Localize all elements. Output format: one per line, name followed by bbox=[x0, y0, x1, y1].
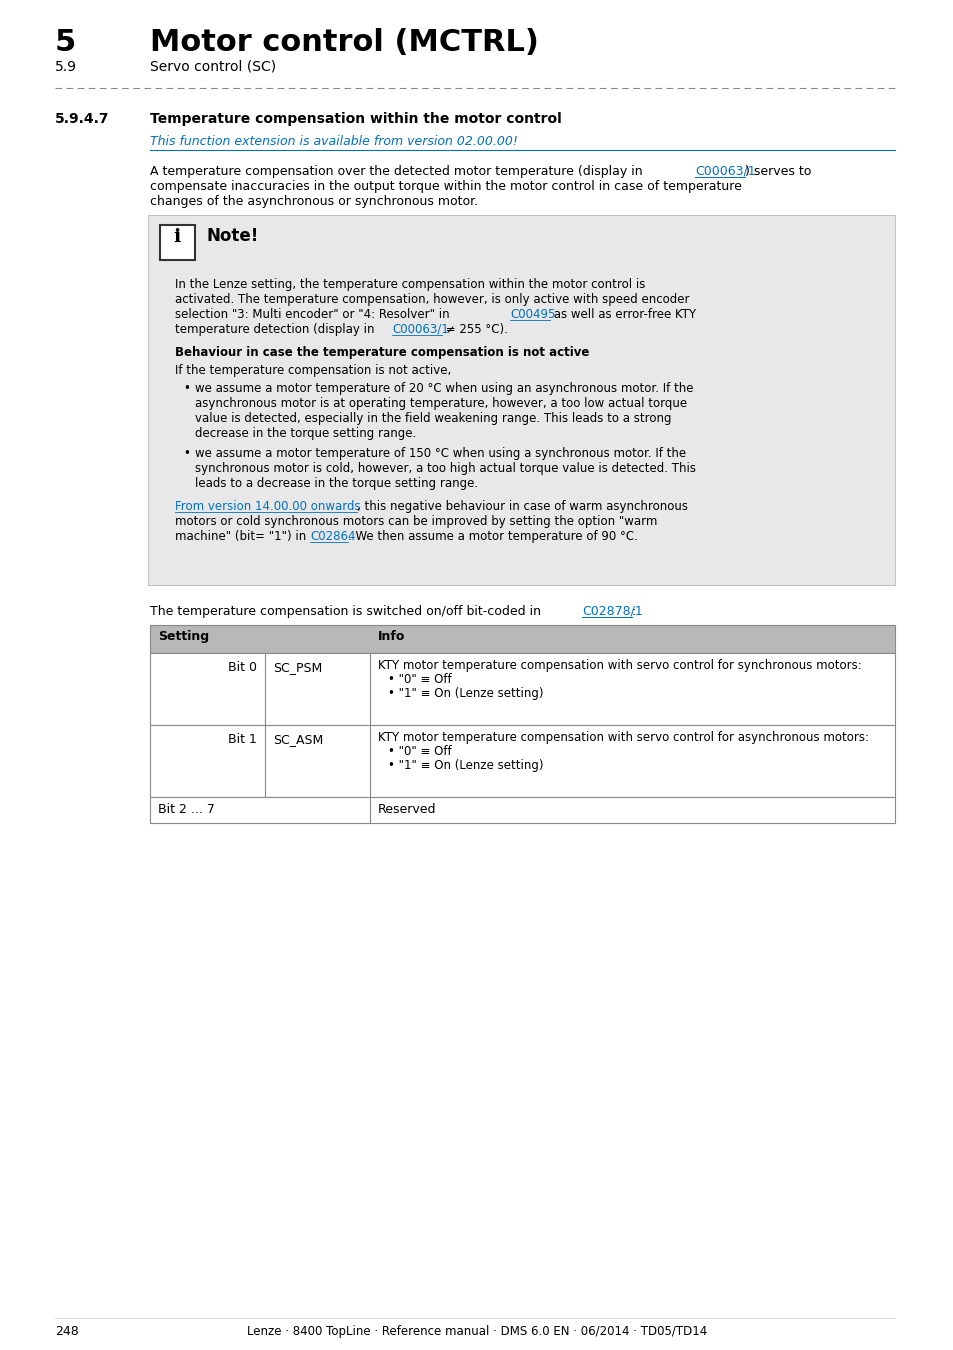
Text: synchronous motor is cold, however, a too high actual torque value is detected. : synchronous motor is cold, however, a to… bbox=[194, 462, 696, 475]
Text: changes of the asynchronous or synchronous motor.: changes of the asynchronous or synchrono… bbox=[150, 194, 477, 208]
Text: Motor control (MCTRL): Motor control (MCTRL) bbox=[150, 28, 538, 57]
Text: i: i bbox=[173, 228, 180, 246]
Text: value is detected, especially in the field weakening range. This leads to a stro: value is detected, especially in the fie… bbox=[194, 412, 671, 425]
Text: SC_PSM: SC_PSM bbox=[273, 662, 322, 674]
Text: C02878/1: C02878/1 bbox=[581, 605, 642, 618]
Text: ) serves to: ) serves to bbox=[744, 165, 810, 178]
Text: asynchronous motor is at operating temperature, however, a too low actual torque: asynchronous motor is at operating tempe… bbox=[194, 397, 686, 410]
Text: • "1" ≡ On (Lenze setting): • "1" ≡ On (Lenze setting) bbox=[388, 687, 543, 701]
Text: compensate inaccuracies in the output torque within the motor control in case of: compensate inaccuracies in the output to… bbox=[150, 180, 741, 193]
Text: Bit 1: Bit 1 bbox=[228, 733, 256, 747]
Text: :: : bbox=[631, 605, 636, 618]
Text: Bit 0: Bit 0 bbox=[228, 662, 256, 674]
Text: • "1" ≡ On (Lenze setting): • "1" ≡ On (Lenze setting) bbox=[388, 759, 543, 772]
Text: If the temperature compensation is not active,: If the temperature compensation is not a… bbox=[174, 364, 451, 377]
Text: , this negative behaviour in case of warm asynchronous: , this negative behaviour in case of war… bbox=[356, 500, 687, 513]
Text: as well as error-free KTY: as well as error-free KTY bbox=[550, 308, 696, 321]
Bar bbox=[150, 725, 894, 796]
Text: SC_ASM: SC_ASM bbox=[273, 733, 323, 747]
Bar bbox=[150, 653, 894, 725]
Text: The temperature compensation is switched on/off bit-coded in: The temperature compensation is switched… bbox=[150, 605, 544, 618]
Text: selection "3: Multi encoder" or "4: Resolver" in: selection "3: Multi encoder" or "4: Reso… bbox=[174, 308, 453, 321]
Text: ≠ 255 °C).: ≠ 255 °C). bbox=[441, 323, 507, 336]
Text: Info: Info bbox=[377, 630, 405, 643]
Text: Servo control (SC): Servo control (SC) bbox=[150, 59, 275, 74]
Text: activated. The temperature compensation, however, is only active with speed enco: activated. The temperature compensation,… bbox=[174, 293, 689, 306]
Text: motors or cold synchronous motors can be improved by setting the option "warm: motors or cold synchronous motors can be… bbox=[174, 514, 657, 528]
Bar bbox=[150, 625, 894, 653]
Text: Temperature compensation within the motor control: Temperature compensation within the moto… bbox=[150, 112, 561, 126]
Bar bbox=[150, 796, 894, 824]
Text: . We then assume a motor temperature of 90 °C.: . We then assume a motor temperature of … bbox=[348, 531, 638, 543]
Text: temperature detection (display in: temperature detection (display in bbox=[174, 323, 377, 336]
Text: we assume a motor temperature of 150 °C when using a synchronous motor. If the: we assume a motor temperature of 150 °C … bbox=[194, 447, 685, 460]
Text: • "0" ≡ Off: • "0" ≡ Off bbox=[388, 745, 451, 757]
Text: In the Lenze setting, the temperature compensation within the motor control is: In the Lenze setting, the temperature co… bbox=[174, 278, 644, 292]
Text: KTY motor temperature compensation with servo control for asynchronous motors:: KTY motor temperature compensation with … bbox=[377, 730, 868, 744]
Text: machine" (bit= "1") in: machine" (bit= "1") in bbox=[174, 531, 310, 543]
Text: we assume a motor temperature of 20 °C when using an asynchronous motor. If the: we assume a motor temperature of 20 °C w… bbox=[194, 382, 693, 396]
Text: C00063/1: C00063/1 bbox=[695, 165, 755, 178]
Text: C02864: C02864 bbox=[310, 531, 355, 543]
Text: decrease in the torque setting range.: decrease in the torque setting range. bbox=[194, 427, 416, 440]
Text: C00495: C00495 bbox=[510, 308, 555, 321]
Text: C00063/1: C00063/1 bbox=[392, 323, 448, 336]
Text: Bit 2 ... 7: Bit 2 ... 7 bbox=[158, 803, 214, 815]
Text: KTY motor temperature compensation with servo control for synchronous motors:: KTY motor temperature compensation with … bbox=[377, 659, 861, 672]
Text: leads to a decrease in the torque setting range.: leads to a decrease in the torque settin… bbox=[194, 477, 477, 490]
Text: Note!: Note! bbox=[207, 227, 259, 244]
Text: • "0" ≡ Off: • "0" ≡ Off bbox=[388, 674, 451, 686]
Text: This function extension is available from version 02.00.00!: This function extension is available fro… bbox=[150, 135, 517, 148]
Text: 248: 248 bbox=[55, 1324, 79, 1338]
Text: 5.9: 5.9 bbox=[55, 59, 77, 74]
Text: Lenze · 8400 TopLine · Reference manual · DMS 6.0 EN · 06/2014 · TD05/TD14: Lenze · 8400 TopLine · Reference manual … bbox=[247, 1324, 706, 1338]
Text: 5: 5 bbox=[55, 28, 76, 57]
Text: Behaviour in case the temperature compensation is not active: Behaviour in case the temperature compen… bbox=[174, 346, 589, 359]
Text: •: • bbox=[183, 382, 190, 396]
Bar bbox=[148, 215, 894, 585]
Text: Setting: Setting bbox=[158, 630, 209, 643]
Text: From version 14.00.00 onwards: From version 14.00.00 onwards bbox=[174, 500, 360, 513]
Text: •: • bbox=[183, 447, 190, 460]
Bar bbox=[160, 225, 194, 261]
Text: 5.9.4.7: 5.9.4.7 bbox=[55, 112, 110, 126]
Text: Reserved: Reserved bbox=[377, 803, 436, 815]
Text: A temperature compensation over the detected motor temperature (display in: A temperature compensation over the dete… bbox=[150, 165, 646, 178]
